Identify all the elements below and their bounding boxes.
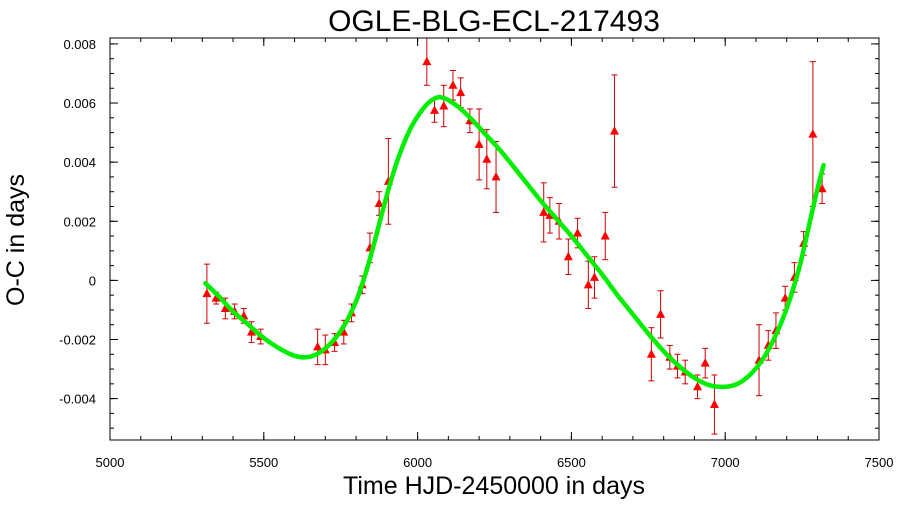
x-tick-label: 5000 <box>96 455 125 470</box>
y-tick-label: 0.004 <box>63 155 96 170</box>
error-bars <box>203 37 826 435</box>
data-point-triangle <box>211 293 221 302</box>
data-point-triangle <box>439 100 449 110</box>
chart-title: OGLE-BLG-ECL-217493 <box>328 5 660 38</box>
x-axis-title: Time HJD-2450000 in days <box>343 472 645 500</box>
y-tick-label: -0.004 <box>59 392 96 407</box>
x-tick-label: 7500 <box>865 455 894 470</box>
data-point-triangle <box>808 129 818 138</box>
data-point-triangle <box>583 279 593 289</box>
data-point-triangle <box>539 207 549 216</box>
y-tick-label: -0.002 <box>59 333 96 348</box>
x-tick-label: 6500 <box>557 455 586 470</box>
y-tick-label: 0.002 <box>63 214 96 229</box>
data-point-triangle <box>693 381 703 391</box>
fit-curve-layer <box>203 94 826 390</box>
x-tick-label: 7000 <box>711 455 740 470</box>
data-point-triangle <box>202 288 212 298</box>
data-point-triangle <box>456 87 466 97</box>
y-tick-label: 0.006 <box>63 96 96 111</box>
data-point-triangle <box>313 341 323 351</box>
data-point-triangle <box>563 251 573 261</box>
data-point-triangle <box>600 231 610 240</box>
fit-curve <box>203 94 826 390</box>
x-tick-label: 6000 <box>403 455 432 470</box>
data-point-triangle <box>374 198 384 208</box>
data-point-triangle <box>817 183 827 193</box>
data-point-triangle <box>656 309 666 318</box>
data-point-triangle <box>474 139 484 148</box>
data-point-triangle <box>422 56 432 66</box>
data-point-triangle <box>430 105 440 114</box>
data-point-triangle <box>700 358 710 367</box>
data-point-triangle <box>482 154 492 163</box>
data-point-triangle <box>491 171 501 181</box>
x-tick-label: 5500 <box>249 455 278 470</box>
data-point-triangle <box>646 349 656 358</box>
plot-frame <box>109 37 880 441</box>
y-axis-title: O-C in days <box>2 174 30 306</box>
data-point-triangle <box>573 228 583 237</box>
data-point-triangle <box>220 303 230 312</box>
y-tick-label: 0.008 <box>63 37 96 52</box>
data-point-triangle <box>589 272 599 281</box>
data-point-triangle <box>609 126 619 135</box>
axis-ticks: 5000 5500 6000 6500 7000 7500 -0.004 -0.002 0 0.0… <box>59 37 893 470</box>
data-point-triangle <box>709 399 719 409</box>
data-point-triangle <box>246 327 256 336</box>
y-tick-label: 0 <box>89 273 96 288</box>
data-point-triangle <box>448 80 458 89</box>
